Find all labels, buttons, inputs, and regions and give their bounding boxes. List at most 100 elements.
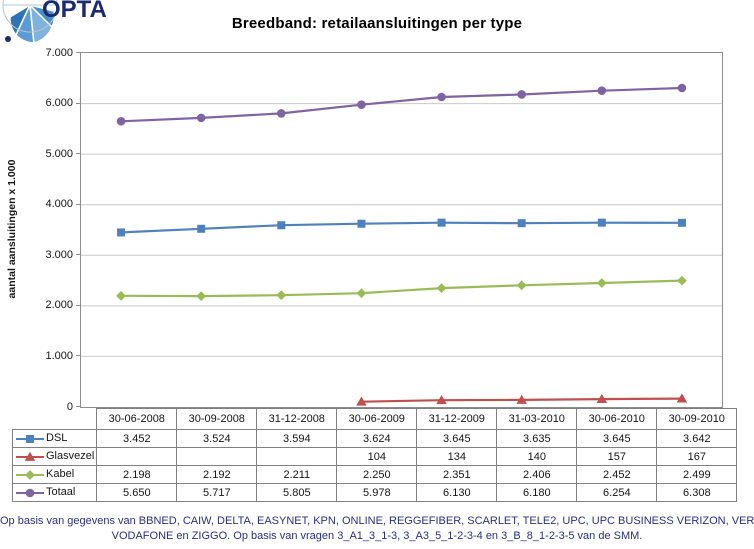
series-label: Totaal [46,486,76,499]
table-header-row: 30-06-2008 30-09-2008 31-12-2008 30-06-2009… [13,408,738,430]
y-tick-label: 4.000 [45,198,73,211]
y-tick-mark [76,153,80,155]
value-cell: 5.650 [96,483,178,502]
series-marker-dsl [197,224,206,233]
value-cell: 3.645 [416,429,498,448]
value-cell: 5.978 [336,483,418,502]
series-line-totaal [121,86,682,123]
legend-key-icon [16,434,44,443]
table-row-kabel: Kabel 2.198 2.192 2.211 2.250 2.351 2.406 2.452… [11,465,738,484]
value-cell: 5.717 [176,483,258,502]
date-column-header: 30-06-2008 [96,408,178,430]
y-tick-mark [76,406,80,407]
value-cell: 3.635 [496,429,578,448]
value-cell: 140 [496,447,578,466]
series-marker-glasvezel [436,395,447,405]
legend-key-icon [16,451,44,461]
series-marker-glasvezel [596,393,608,403]
table-row-dsl: DSL 3.452 3.524 3.594 3.624 3.645 3.635 3.645 3.… [11,429,738,448]
series-label: Kabel [46,468,75,481]
y-axis-title: aantal aansluitingen x 1.000 [6,159,18,299]
value-cell: 6.130 [416,483,498,502]
series-marker-glasvezel [356,396,367,406]
y-tick-label: 5.000 [45,147,73,160]
series-marker-dsl [517,219,526,228]
value-cell: 3.594 [256,429,338,448]
legend-key-marker [24,451,36,461]
series-marker-totaal [196,113,206,123]
series-line-dsl [121,221,682,234]
date-column-header: 31-12-2009 [416,408,498,430]
table-row-totaal: Totaal 5.650 5.717 5.805 5.978 6.130 6.180 6.25… [11,483,738,502]
date-column-header: 30-06-2010 [576,408,658,430]
value-cell: 2.406 [496,465,578,484]
date-column-header: 30-09-2008 [176,408,258,430]
chart-title: Breedband: retailaansluitingen per type [231,15,523,32]
value-cell: 3.645 [576,429,658,448]
table-row-glasvezel: Glasvezel 104 134 140 157 167 [11,447,738,466]
chart-canvas [81,83,722,406]
series-marker-totaal [517,90,526,99]
legend-key-icon [16,488,44,497]
value-cell: 6.254 [576,483,658,502]
legend-cell-totaal: Totaal [11,483,98,502]
opta-logo: OPTA [0,0,125,49]
y-tick-mark [76,102,80,104]
series-marker-totaal [277,109,286,118]
y-tick-mark [76,203,80,205]
y-tick-mark [76,304,80,306]
value-cell: 2.250 [336,465,418,484]
source-note-line2: VODAFONE en ZIGGO. Op basis van vragen 3… [111,530,643,542]
value-cell: 3.452 [96,429,178,448]
series-marker-kabel [516,280,527,291]
value-cell: 6.308 [656,483,738,502]
value-cell [256,447,338,466]
value-cell [96,447,178,466]
series-marker-totaal [437,92,446,102]
series-marker-dsl [357,219,366,228]
y-tick-label: 3.000 [45,248,73,261]
legend-cell-kabel: Kabel [11,465,98,484]
value-cell: 157 [576,447,658,466]
series-marker-kabel [196,291,207,302]
series-marker-kabel [276,290,287,301]
y-tick-label: 7.000 [45,46,73,59]
date-column-header: 31-12-2008 [256,408,338,430]
opta-logo-text: OPTA [42,0,107,23]
legend-key-icon [16,469,44,480]
source-note: Op basis van gegevens van BBNED, CAIW, D… [0,514,754,544]
source-note-line1: Op basis van gegevens van BBNED, CAIW, D… [0,515,754,527]
series-marker-kabel [596,278,607,288]
value-cell: 2.211 [256,465,338,484]
opta-globe-icon: OPTA [2,0,107,44]
legend-cell-dsl: DSL [11,429,98,448]
value-cell: 5.805 [256,483,338,502]
value-cell: 2.192 [176,465,258,484]
series-marker-kabel [436,283,447,294]
series-marker-kabel [116,290,126,301]
plot-area [80,52,723,408]
series-label: Glasvezel [46,450,95,463]
legend-key-marker [25,469,35,480]
value-cell: 3.642 [656,429,738,448]
series-marker-kabel [356,288,367,299]
series-marker-totaal [597,86,607,96]
series-marker-dsl [437,218,446,227]
date-column-header: 31-03-2010 [496,408,578,430]
value-cell: 6.180 [496,483,578,502]
y-tick-mark [76,52,80,53]
series-label: DSL [46,432,68,445]
value-cell: 2.351 [416,465,498,484]
legend-key-marker [26,434,34,443]
legend-cell-glasvezel: Glasvezel [11,447,98,466]
value-cell: 104 [336,447,418,466]
series-marker-dsl [277,221,286,230]
series-marker-dsl [677,218,686,227]
value-cell: 3.624 [336,429,418,448]
series-marker-dsl [597,218,606,227]
value-cell: 2.499 [656,465,738,484]
series-marker-glasvezel [516,394,527,404]
y-tick-label: 6.000 [45,97,73,110]
value-cell: 134 [416,447,498,466]
